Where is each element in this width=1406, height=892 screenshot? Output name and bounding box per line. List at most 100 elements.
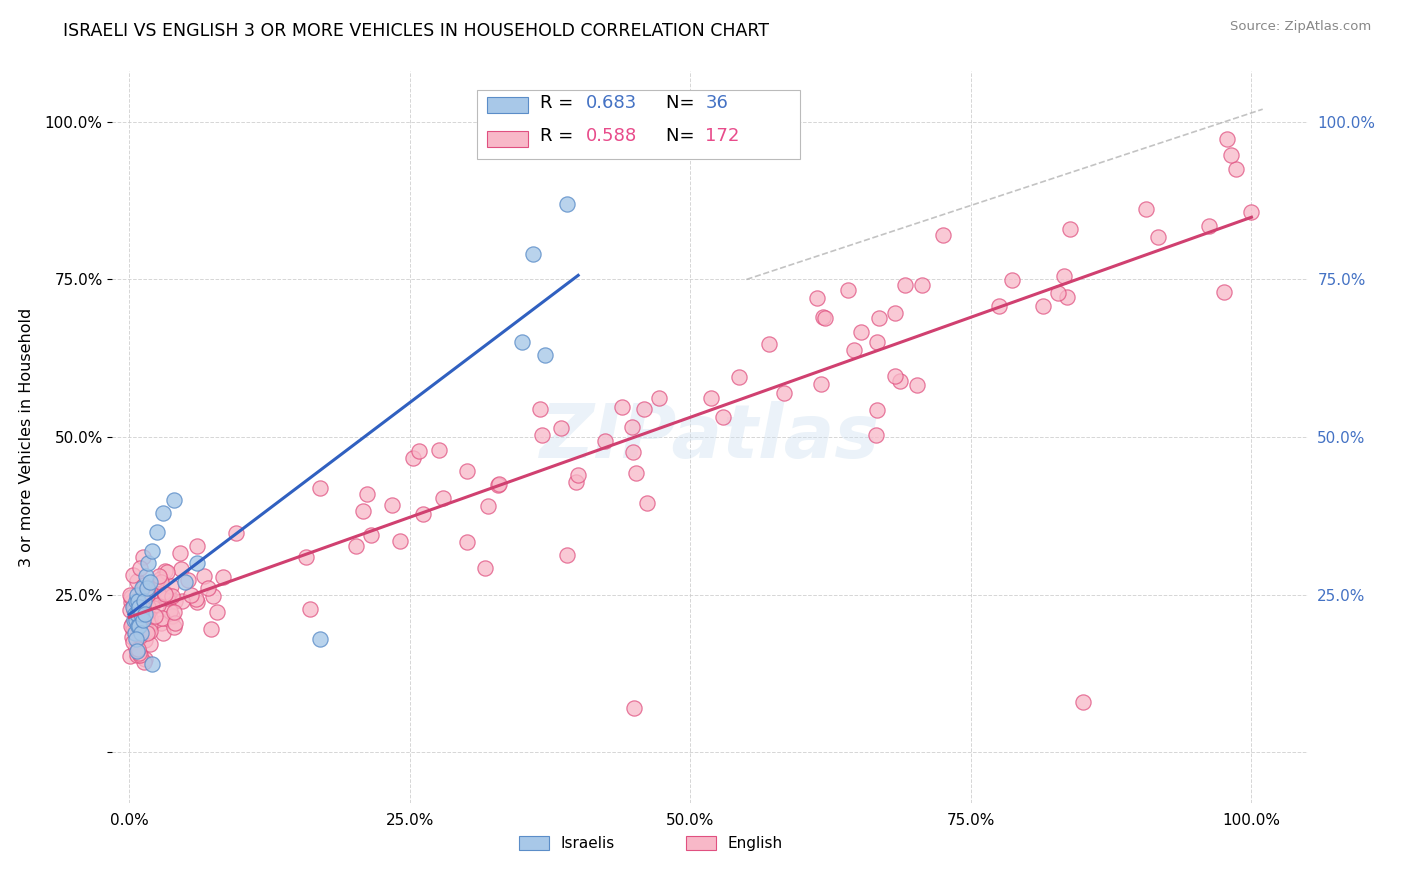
Point: [474, 560, 496, 574]
Point: [531, 427, 554, 442]
Point: [621, 445, 644, 459]
Point: [120, 603, 142, 617]
Point: [136, 588, 159, 602]
Point: [134, 607, 156, 621]
Point: [1220, 147, 1243, 161]
Point: [728, 370, 751, 384]
Point: [432, 491, 454, 506]
Point: [128, 646, 150, 660]
Point: [636, 495, 658, 509]
Point: [550, 421, 572, 435]
Point: [153, 585, 176, 599]
Point: [156, 566, 179, 580]
Point: [125, 594, 148, 608]
Point: [633, 402, 655, 417]
Point: [139, 624, 162, 639]
Point: [163, 616, 186, 631]
Point: [402, 451, 425, 466]
Point: [139, 611, 162, 625]
Point: [1198, 219, 1220, 233]
Point: [139, 586, 162, 600]
Text: Source: ZipAtlas.com: Source: ZipAtlas.com: [1230, 20, 1371, 33]
Point: [624, 466, 647, 480]
Point: [131, 607, 153, 621]
Point: [122, 568, 145, 582]
Point: [124, 625, 146, 640]
Point: [122, 634, 145, 648]
Point: [567, 467, 589, 482]
Point: [202, 590, 225, 604]
Point: [127, 642, 149, 657]
Bar: [486, 97, 529, 113]
Point: [135, 596, 157, 610]
Point: [143, 608, 166, 623]
Point: [156, 591, 179, 605]
Point: [197, 581, 219, 595]
Point: [889, 374, 911, 388]
Point: [134, 613, 156, 627]
Point: [212, 570, 235, 584]
Point: [149, 573, 172, 587]
Point: [132, 549, 155, 564]
Point: [138, 591, 160, 605]
Point: [911, 278, 934, 293]
Point: [200, 622, 222, 636]
Point: [128, 630, 150, 644]
Point: [135, 586, 157, 600]
Point: [533, 348, 555, 362]
Point: [120, 619, 142, 633]
Point: [150, 615, 173, 630]
Text: 0.683: 0.683: [586, 94, 637, 112]
Point: [1147, 230, 1170, 244]
Point: [120, 588, 142, 602]
Point: [758, 337, 780, 351]
Point: [186, 556, 208, 570]
Point: [139, 617, 162, 632]
Point: [1001, 273, 1024, 287]
Text: 172: 172: [706, 127, 740, 145]
Point: [621, 420, 644, 434]
Point: [127, 588, 149, 602]
Point: [124, 624, 146, 638]
Point: [125, 613, 148, 627]
Point: [837, 283, 859, 297]
Point: [128, 629, 150, 643]
Point: [866, 403, 889, 417]
Point: [124, 607, 146, 621]
Point: [1240, 204, 1263, 219]
Point: [134, 622, 156, 636]
Point: [1032, 300, 1054, 314]
Point: [352, 504, 374, 518]
Point: [136, 599, 159, 614]
Point: [172, 594, 194, 608]
Point: [593, 434, 616, 448]
Point: [868, 310, 890, 325]
Text: 36: 36: [706, 94, 728, 112]
Point: [309, 481, 332, 495]
Point: [131, 598, 153, 612]
Point: [529, 401, 551, 416]
Point: [134, 652, 156, 666]
Point: [389, 533, 412, 548]
Point: [905, 378, 928, 392]
Point: [163, 493, 186, 508]
Point: [477, 499, 499, 513]
Point: [134, 656, 156, 670]
Point: [139, 637, 162, 651]
Point: [1059, 221, 1081, 235]
Text: R =: R =: [540, 94, 579, 112]
Point: [131, 588, 153, 602]
Point: [186, 594, 208, 608]
Point: [121, 616, 143, 631]
Point: [157, 588, 180, 602]
Point: [299, 602, 322, 616]
Point: [811, 310, 834, 325]
Point: [129, 597, 152, 611]
Point: [700, 392, 723, 406]
Point: [152, 626, 174, 640]
Point: [124, 599, 146, 613]
Point: [522, 247, 544, 261]
Point: [127, 644, 149, 658]
Point: [129, 607, 152, 621]
Point: [122, 603, 145, 617]
